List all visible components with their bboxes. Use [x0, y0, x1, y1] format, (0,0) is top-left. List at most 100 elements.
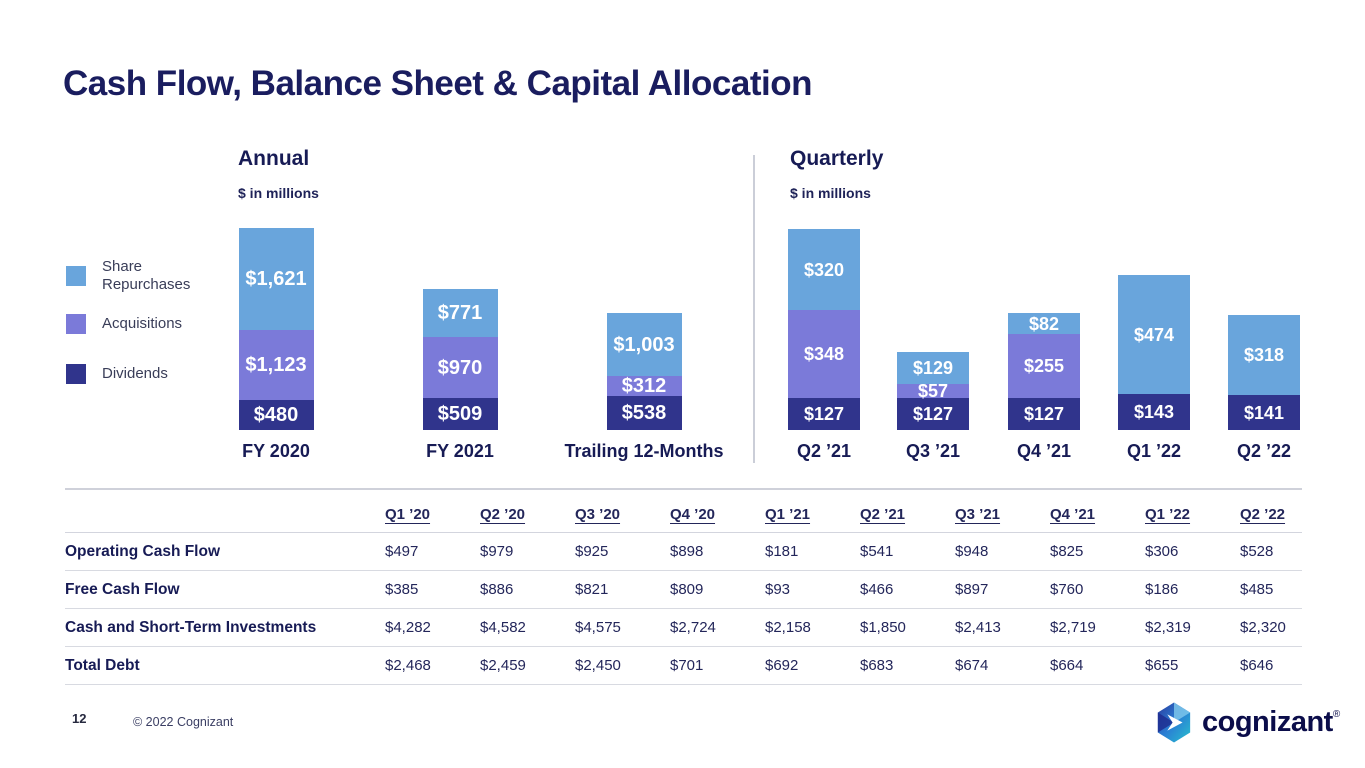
bar-segment-acquisitions: $255	[1008, 334, 1080, 398]
cell-value: $186	[1145, 581, 1179, 598]
cell-value: $809	[670, 581, 704, 598]
bar-value-label: $141	[1243, 402, 1285, 423]
bar-segment-share-repurchases: $320	[788, 229, 860, 310]
cell-value: $674	[955, 657, 989, 674]
category-label: Q4 ’21	[1016, 441, 1072, 461]
bar-value-label: $255	[1023, 356, 1065, 376]
cell-value: $925	[575, 543, 609, 560]
cell-value: $497	[385, 543, 419, 560]
bar-value-label: $127	[1023, 404, 1065, 424]
cell-value: $760	[1050, 581, 1084, 598]
cell-value: $646	[1240, 657, 1274, 674]
bar-segment-share-repurchases: $771	[422, 289, 498, 337]
table-row: Operating Cash Flow $497 $979 $925 $898 $181 $…	[65, 533, 1302, 571]
page-number: 12	[72, 711, 87, 726]
table-header-cell: Q4 ’20	[670, 506, 716, 523]
cell-value: $541	[860, 543, 894, 560]
legend-item-share-repurchases: Share Repurchases	[66, 258, 190, 294]
category-label: Trailing 12-Months	[564, 441, 724, 461]
bar-segment-share-repurchases: $82	[1008, 313, 1080, 334]
cell-value: $1,850	[860, 619, 906, 636]
table-corner-cell	[65, 523, 385, 532]
category-label: Q3 ’21	[905, 441, 961, 461]
cell-value: $93	[765, 581, 791, 598]
legend-item-acquisitions: Acquisitions	[66, 314, 182, 334]
chart-divider	[753, 155, 755, 463]
cell-value: $655	[1145, 657, 1179, 674]
bar-segment-dividends: $127	[897, 398, 969, 430]
cell-value: $948	[955, 543, 989, 560]
cognizant-wordmark: cognizant®	[1202, 706, 1340, 738]
cell-value: $821	[575, 581, 609, 598]
table-header-cell: Q1 ’22	[1145, 506, 1191, 523]
page-title: Cash Flow, Balance Sheet & Capital Alloc…	[63, 64, 812, 103]
acquisitions-swatch-icon	[66, 314, 86, 334]
cell-value: $2,319	[1145, 619, 1191, 636]
annual-chart-subtitle: $ in millions	[238, 185, 319, 201]
table-header-cell: Q1 ’21	[765, 506, 811, 523]
category-label: FY 2021	[426, 441, 494, 461]
cell-value: $886	[480, 581, 514, 598]
cognizant-gem-icon	[1157, 702, 1191, 743]
bar-segment-acquisitions: $348	[788, 310, 860, 398]
cell-value: $825	[1050, 543, 1084, 560]
bar-value-label: $82	[1028, 313, 1060, 334]
bar-segment-acquisitions: $312	[606, 375, 682, 397]
cell-value: $2,468	[385, 657, 431, 674]
cell-value: $385	[385, 581, 419, 598]
legend-label: Acquisitions	[102, 315, 183, 332]
cell-value: $528	[1240, 543, 1274, 560]
bar-value-label: $1,003	[613, 333, 675, 356]
bar-segment-acquisitions: $970	[422, 337, 498, 398]
cell-value: $4,582	[480, 619, 526, 636]
cell-value: $2,413	[955, 619, 1001, 636]
quarterly-chart-subtitle: $ in millions	[790, 185, 871, 201]
bar-value-label: $1,123	[245, 354, 307, 376]
table-header-cell: Q1 ’20	[385, 506, 431, 523]
bar-value-label: $57	[917, 381, 949, 401]
row-label: Total Debt	[65, 656, 140, 674]
row-label: Cash and Short-Term Investments	[65, 618, 317, 636]
bar-value-label: $348	[803, 344, 845, 364]
bar-segment-dividends: $538	[606, 396, 682, 430]
cell-value: $683	[860, 657, 894, 674]
legend-item-dividends: Dividends	[66, 364, 168, 384]
cell-value: $2,724	[670, 619, 716, 636]
bar-value-label: $474	[1133, 324, 1175, 345]
cell-value: $2,320	[1240, 619, 1286, 636]
bar-value-label: $771	[437, 302, 483, 324]
cell-value: $485	[1240, 581, 1274, 598]
cell-value: $898	[670, 543, 704, 560]
table-header-cell: Q2 ’22	[1240, 506, 1286, 523]
cell-value: $306	[1145, 543, 1179, 560]
table-header-cell: Q2 ’20	[480, 506, 526, 523]
cell-value: $979	[480, 543, 514, 560]
table-header-row: Q1 ’20 Q2 ’20 Q3 ’20 Q4 ’20 Q1 ’21 Q2 ’21 Q3 ’…	[65, 490, 1302, 533]
bar-value-label: $320	[803, 259, 845, 280]
registered-mark: ®	[1332, 709, 1340, 720]
cell-value: $2,459	[480, 657, 526, 674]
bar-value-label: $1,621	[245, 268, 307, 290]
bar-value-label: $127	[912, 404, 954, 424]
bar-value-label: $318	[1243, 345, 1285, 365]
bar-segment-share-repurchases: $474	[1118, 275, 1190, 394]
legend-label: Dividends	[102, 365, 168, 382]
bar-value-label: $127	[803, 404, 845, 424]
bar-segment-share-repurchases: $129	[897, 352, 969, 384]
dividends-swatch-icon	[66, 364, 86, 384]
bar-segment-share-repurchases: $1,003	[606, 313, 682, 376]
cell-value: $701	[670, 657, 704, 674]
bar-segment-dividends: $127	[788, 398, 860, 430]
bar-value-label: $480	[253, 404, 299, 426]
cell-value: $897	[955, 581, 989, 598]
bar-value-label: $509	[437, 403, 483, 425]
table-row: Total Debt $2,468 $2,459 $2,450 $701 $692 $683…	[65, 647, 1302, 685]
bar-value-label: $312	[621, 375, 667, 397]
bar-segment-share-repurchases: $318	[1228, 315, 1300, 395]
quarterly-chart-title: Quarterly	[790, 147, 884, 170]
category-label: FY 2020	[242, 441, 310, 461]
bar-value-label: $970	[437, 356, 483, 379]
cell-value: $2,450	[575, 657, 621, 674]
legend-label: Share Repurchases	[102, 258, 191, 293]
copyright-text: © 2022 Cognizant	[133, 715, 234, 729]
